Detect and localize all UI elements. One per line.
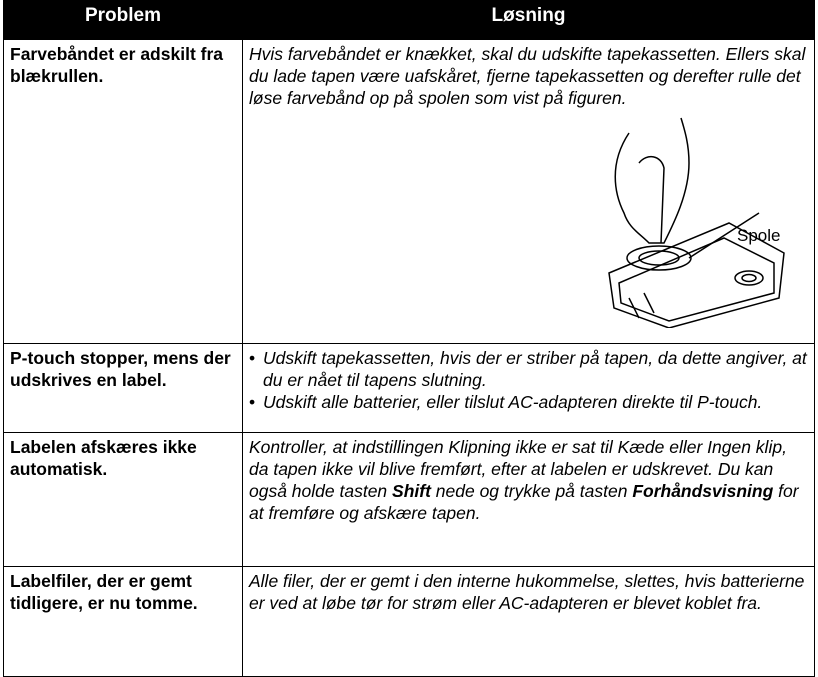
header-cell: Løsning	[242, 0, 815, 40]
solution: Kontroller, at indstillingen Klipning ik…	[242, 432, 815, 567]
solution-text: Hvis farvebåndet er knækket, skal du uds…	[249, 44, 806, 108]
figure-label: Spole	[737, 226, 780, 245]
solution: Udskift tapekassetten, hvis der er strib…	[242, 343, 815, 433]
solution: Hvis farvebåndet er knækket, skal du uds…	[242, 39, 815, 344]
header-cell: Problem	[3, 0, 243, 40]
header-row: Problem Løsning	[3, 0, 815, 40]
solution-text: Kontroller, at indstillingen Klipning ik…	[249, 437, 787, 501]
row: P-touch stopper, mens der udskrives en l…	[3, 343, 815, 433]
key-name: Shift	[392, 481, 431, 501]
problem: Farvebåndet er adskilt fra blækrullen.	[3, 39, 243, 344]
row: Farvebåndet er adskilt fra blækrullen. H…	[3, 39, 815, 344]
bullet: Udskift tapekassetten, hvis der er strib…	[249, 347, 808, 391]
problem: Labelfiler, der er gemt tidligere, er nu…	[3, 566, 243, 677]
key-name: Forhåndsvisning	[632, 481, 774, 501]
row: Labelfiler, der er gemt tidligere, er nu…	[3, 566, 815, 677]
bullet: Udskift alle batterier, eller tilslut AC…	[249, 391, 808, 413]
figure: Spole	[249, 109, 808, 328]
bullet-list: Udskift tapekassetten, hvis der er strib…	[249, 347, 808, 413]
troubleshooting-table: Problem Løsning Farvebåndet er adskilt f…	[3, 0, 815, 677]
problem: P-touch stopper, mens der udskrives en l…	[3, 343, 243, 433]
solution-text: nede og trykke på tasten	[430, 481, 633, 501]
solution-text: for at fremføre og afskære tapen.	[249, 481, 799, 523]
row: Labelen afskæres ikke automatisk. Kontro…	[3, 432, 815, 567]
problem: Labelen afskæres ikke automatisk.	[3, 432, 243, 567]
solution: Alle filer, der er gemt i den interne hu…	[242, 566, 815, 677]
figure-illustration: Spole	[608, 117, 785, 328]
